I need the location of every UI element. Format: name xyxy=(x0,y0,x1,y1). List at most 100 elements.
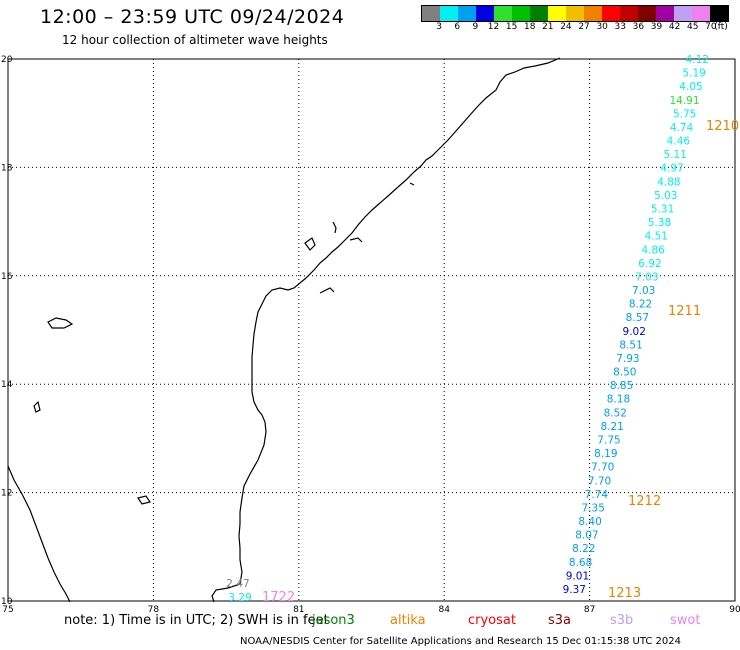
wave-height-value: 9.37 xyxy=(563,584,586,596)
legend-unit: (ft) xyxy=(714,22,728,32)
legend-swatch xyxy=(674,6,692,21)
map-border xyxy=(7,58,736,602)
legend-tick-label: 3 xyxy=(436,22,442,32)
lon-tick-label: 87 xyxy=(584,605,595,615)
lon-tick-label: 81 xyxy=(293,605,304,615)
legend-tick-labels: 3 6 9 12 15 18 21 24 27 30 33 36 39 42 45 70 (ft) xyxy=(421,22,729,36)
legend-swatch xyxy=(476,6,494,21)
wave-height-value: 7.03 xyxy=(635,271,658,283)
footer-note: note: 1) Time is in UTC; 2) SWH is in fe… xyxy=(64,613,329,628)
wave-height-value: 14.91 xyxy=(669,95,699,107)
legend-tick-label: 21 xyxy=(542,22,554,32)
mission-label: swot xyxy=(670,613,701,628)
wave-height-value: 7.70 xyxy=(588,475,611,487)
legend-swatch xyxy=(440,6,458,21)
wave-height-value: 8.22 xyxy=(572,543,595,555)
legend-tick-label: 33 xyxy=(614,22,627,32)
wave-height-value: 5.31 xyxy=(651,203,674,215)
lat-tick-label: 18 xyxy=(1,163,13,173)
wave-height-value: 4.51 xyxy=(645,231,668,243)
wave-height-value: 4.12 xyxy=(686,54,709,66)
legend-tick-label: 39 xyxy=(650,22,663,32)
wave-height-value: 8.68 xyxy=(569,557,592,569)
wave-height-value: 4.74 xyxy=(670,122,694,134)
wave-height-value: 7.93 xyxy=(616,353,639,365)
mission-label: altika xyxy=(390,613,426,628)
legend-tick-label: 30 xyxy=(596,22,608,32)
lat-tick-label: 20 xyxy=(1,55,13,65)
legend-swatch xyxy=(494,6,512,21)
color-legend: 3 6 9 12 15 18 21 24 27 30 33 36 39 42 45 70 (ft) xyxy=(421,5,729,37)
wave-height-value: 4.46 xyxy=(667,136,691,148)
wave-height-labels: 4.125.194.0514.915.754.744.465.114.974.8… xyxy=(563,54,709,596)
mission-label: s3b xyxy=(610,613,634,628)
mission-label: jason3 xyxy=(312,613,355,628)
wave-height-value: 9.02 xyxy=(623,326,646,338)
lon-tick-label: 84 xyxy=(438,605,450,615)
legend-swatch xyxy=(548,6,566,21)
legend-swatch xyxy=(584,6,602,21)
wave-height-value: 8.52 xyxy=(604,407,627,419)
track-label: 1213 xyxy=(608,586,641,601)
lat-tick-label: 14 xyxy=(1,380,13,390)
extra-height-labels: 2.47 3.29 xyxy=(226,578,251,604)
legend-swatch xyxy=(656,6,674,21)
legend-tick-label: 70 xyxy=(705,22,717,32)
wave-height-value: 4.97 xyxy=(660,163,683,175)
wave-height-value: 5.19 xyxy=(682,68,705,80)
legend-tick-label: 9 xyxy=(472,22,479,32)
wave-height-value: 5.38 xyxy=(648,217,671,229)
map-title: 12:00 – 23:59 UTC 09/24/2024 xyxy=(40,6,345,28)
legend-tick-label: 24 xyxy=(560,22,572,32)
legend-swatch xyxy=(566,6,584,21)
legend-swatch xyxy=(458,6,476,21)
track-label: 1211 xyxy=(668,304,701,319)
legend-tick-label: 42 xyxy=(668,22,681,32)
footer-credit: NOAA/NESDIS Center for Satellite Applica… xyxy=(240,636,682,647)
wave-height-value: 4.88 xyxy=(657,176,680,188)
track-label: 1210 xyxy=(706,119,739,134)
legend-swatch xyxy=(530,6,548,21)
legend-swatch xyxy=(512,6,530,21)
wave-height-value: 8.19 xyxy=(594,448,617,460)
lat-tick-label: 10 xyxy=(1,597,13,607)
extra-height-value: 3.29 xyxy=(228,592,251,604)
legend-tick-label: 36 xyxy=(632,22,645,32)
mission-label: s3a xyxy=(548,613,572,628)
lon-tick-label: 78 xyxy=(148,605,160,615)
wave-height-value: 8.50 xyxy=(613,367,636,379)
track-labels: 1210 1211 1212 1213 1722 xyxy=(262,119,739,605)
wave-height-value: 8.21 xyxy=(600,421,623,433)
lon-tick-label: 90 xyxy=(729,605,740,615)
wave-height-value: 8.85 xyxy=(610,380,633,392)
legend-tick-label: 12 xyxy=(487,22,500,32)
legend-color-bar xyxy=(421,5,729,22)
extra-height-value: 2.47 xyxy=(226,578,249,590)
wave-height-value: 7.03 xyxy=(632,285,655,297)
legend-swatch xyxy=(422,6,440,21)
wave-height-value: 5.75 xyxy=(673,108,696,120)
wave-height-value: 8.22 xyxy=(629,299,652,311)
wave-height-value: 9.01 xyxy=(566,570,589,582)
track-label: 1722 xyxy=(262,590,295,605)
wave-height-value: 7.75 xyxy=(597,435,620,447)
wave-height-value: 7.74 xyxy=(585,489,609,501)
wave-height-value: 7.35 xyxy=(582,502,605,514)
wave-height-value: 5.03 xyxy=(654,190,677,202)
legend-swatch xyxy=(710,6,728,21)
legend-tick-label: 45 xyxy=(687,22,699,32)
wave-height-value: 8.18 xyxy=(607,394,630,406)
lon-tick-label: 75 xyxy=(2,605,13,615)
map-grid xyxy=(7,58,736,602)
wave-height-value: 8.57 xyxy=(626,312,649,324)
legend-tick-label: 18 xyxy=(523,22,536,32)
legend-swatch xyxy=(638,6,656,21)
legend-tick-label: 15 xyxy=(505,22,518,32)
lat-tick-label: 12 xyxy=(1,489,12,499)
wave-height-value: 4.05 xyxy=(679,81,702,93)
wave-height-value: 7.70 xyxy=(591,462,614,474)
legend-swatch xyxy=(602,6,620,21)
map-subtitle: 12 hour collection of altimeter wave hei… xyxy=(62,33,328,47)
